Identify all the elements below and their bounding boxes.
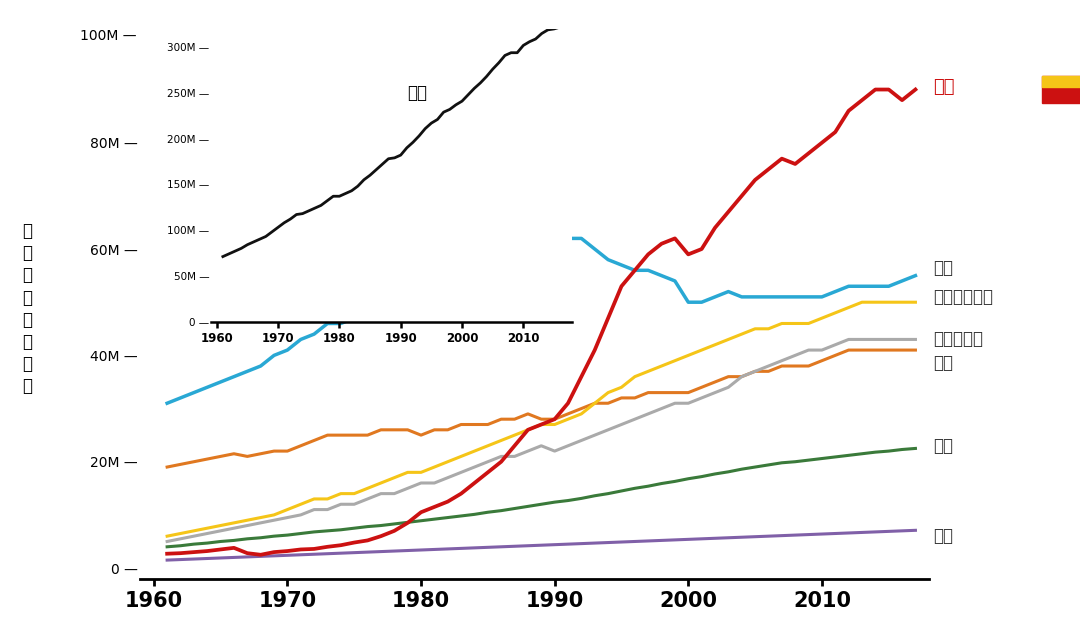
Text: 100M —: 100M — xyxy=(80,30,136,43)
Text: 中国: 中国 xyxy=(933,78,955,96)
Text: 肉
类
消
耗
：
百
万
咀: 肉 类 消 耗 ： 百 万 咀 xyxy=(22,222,32,395)
Text: 欧洲: 欧洲 xyxy=(933,258,953,276)
Bar xyxy=(1042,77,1080,103)
Text: 印度: 印度 xyxy=(933,527,953,545)
Text: 中美和南美: 中美和南美 xyxy=(933,331,983,349)
Text: 北美: 北美 xyxy=(933,354,953,372)
Text: 非洲: 非洲 xyxy=(933,437,953,455)
Text: 全球: 全球 xyxy=(407,84,427,102)
Bar xyxy=(1042,77,1080,87)
Text: 亚洲其他国家: 亚洲其他国家 xyxy=(933,288,993,306)
